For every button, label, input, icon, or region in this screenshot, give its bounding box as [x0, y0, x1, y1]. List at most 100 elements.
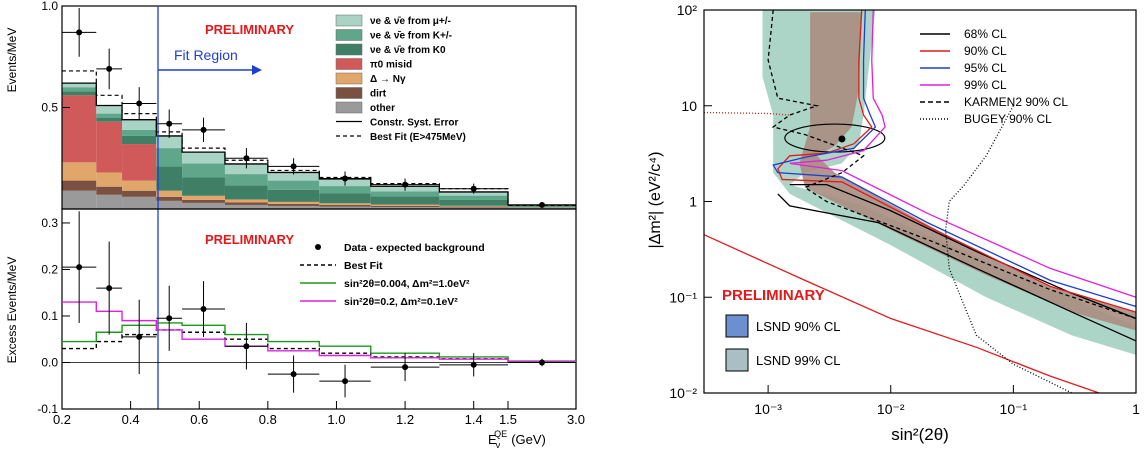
- x-tick-label: 3.0: [567, 412, 585, 427]
- data-point: [200, 306, 207, 312]
- lsnd-label: LSND 99% CL: [756, 353, 841, 368]
- stack-bar: [224, 174, 268, 186]
- y-tick-label: 10⁻¹: [669, 289, 697, 305]
- x-axis-label-sub: ν: [496, 440, 501, 450]
- legend-swatch: [335, 58, 363, 70]
- karmen2-line: [767, 9, 1137, 320]
- stack-bar: [319, 186, 371, 194]
- x-tick-label: 1.5: [499, 412, 517, 427]
- data-points: [62, 211, 576, 398]
- top-panel: Fit Region PRELIMINARY νe & ν̄e from μ+/…: [5, 0, 577, 409]
- legend: νe & ν̄e from μ+/- νe & ν̄e from K+/- νe &…: [335, 14, 466, 143]
- stack-bar: [439, 206, 508, 208]
- preliminary-label: PRELIMINARY: [205, 232, 294, 247]
- x-tick-label: 1.2: [396, 412, 414, 427]
- legend-label: νe & ν̄e from μ+/-: [370, 16, 451, 27]
- stack-bar: [439, 205, 508, 207]
- bugey-red-line: [703, 111, 790, 116]
- legend-label: sin²2θ=0.004, Δm²=1.0eV²: [344, 278, 470, 290]
- legend-label: BUGEY 90% CL: [964, 112, 1052, 126]
- y-tick-label: 10⁻²: [669, 385, 697, 401]
- data-point: [342, 378, 349, 385]
- data-points: [62, 8, 576, 208]
- y-axis-label: Excess Events/MeV: [5, 257, 19, 364]
- arrow-icon: [252, 65, 262, 75]
- x-tick-label: 0.8: [259, 412, 277, 427]
- stack-bar: [156, 190, 183, 197]
- stack-bar: [122, 135, 157, 145]
- data-point: [243, 343, 250, 350]
- stack-bar: [122, 180, 157, 191]
- legend-label: KARMEN2 90% CL: [964, 95, 1068, 109]
- stack-bar: [319, 204, 371, 207]
- x-axis-label-sup: QE: [494, 429, 507, 439]
- stack-bar: [96, 105, 123, 114]
- stack-bar: [96, 186, 123, 195]
- stack-bar: [62, 91, 97, 96]
- fit-region-label: Fit Region: [174, 47, 238, 63]
- data-point: [539, 201, 545, 208]
- stack-bar: [370, 196, 440, 205]
- data-point: [470, 361, 477, 368]
- stack-bar: [62, 87, 97, 92]
- legend-label: Constr. Syst. Error: [370, 118, 458, 129]
- legend-label: νe & ν̄e from K+/-: [370, 31, 452, 42]
- stack-bar: [156, 166, 183, 191]
- y-tick-label: 0.5: [41, 101, 58, 115]
- stack-bar: [267, 189, 320, 202]
- axis-ticks: 10⁻³ 10⁻² 10⁻¹ 1 10⁻² 10⁻¹ 1 10 10²: [669, 2, 1140, 417]
- legend-label: other: [370, 103, 395, 114]
- y-tick-label: 1: [689, 194, 697, 210]
- stack-bar: [122, 129, 157, 136]
- stack-bar: [182, 177, 225, 196]
- bottom-panel: PRELIMINARY Data - expected background Be…: [5, 208, 585, 450]
- stack-bar: [267, 201, 320, 204]
- cl68-line: [777, 193, 1137, 342]
- stack-bar: [96, 172, 123, 187]
- stack-bar: [267, 172, 320, 181]
- stack-bar: [182, 195, 225, 200]
- x-axis-label: EνQE (GeV): [488, 429, 546, 450]
- data-point: [106, 65, 113, 72]
- stack-bar: [267, 205, 320, 209]
- x-axis-label-unit: (GeV): [511, 432, 546, 447]
- exclusion-plot: 10⁻³ 10⁻² 10⁻¹ 1 10⁻² 10⁻¹ 1 10 10² 68% CL 90% CL…: [647, 2, 1140, 444]
- data-point: [136, 333, 143, 340]
- x-tick-label: 1: [1132, 401, 1140, 417]
- lsnd-90-region: [799, 12, 1136, 331]
- stack-bar: [96, 117, 123, 122]
- data-point: [136, 100, 143, 107]
- y-tick-label: 10²: [677, 2, 698, 18]
- data-point: [402, 181, 409, 188]
- stack-bar: [156, 200, 183, 209]
- data-point: [539, 359, 545, 366]
- stack-bar: [96, 121, 123, 173]
- stack-bar: [439, 199, 508, 206]
- stack-bar: [182, 163, 225, 178]
- legend-swatch: [335, 87, 363, 99]
- legend-swatch: [335, 101, 363, 114]
- data-point: [243, 155, 250, 162]
- stack-bar: [182, 152, 225, 164]
- stack-bar: [224, 202, 268, 205]
- data-point: [290, 371, 297, 378]
- x-tick-label: 0.4: [122, 412, 140, 427]
- lsnd-legend: LSND 90% CL LSND 99% CL: [725, 314, 841, 372]
- stack-bar: [122, 190, 157, 197]
- legend: Data - expected background Best Fit sin²2θ…: [300, 242, 485, 308]
- x-tick-label: 0.6: [190, 412, 208, 427]
- legend-swatch: [335, 43, 363, 56]
- stack-bar: [156, 148, 183, 167]
- stack-bar: [96, 113, 123, 118]
- x-tick-label: 0.2: [53, 412, 71, 427]
- stack-bar: [62, 162, 97, 181]
- stack-bar: [96, 194, 123, 209]
- cl95-line: [772, 9, 1137, 308]
- data-point: [166, 120, 173, 127]
- x-tick-label: 10⁻¹: [1000, 401, 1028, 417]
- x-tick-label: 10⁻³: [754, 401, 782, 417]
- legend-label: Δ → Nγ: [370, 74, 406, 85]
- preliminary-label: PRELIMINARY: [205, 22, 294, 37]
- lsnd-label: LSND 90% CL: [756, 319, 841, 334]
- stack-bar: [62, 190, 97, 209]
